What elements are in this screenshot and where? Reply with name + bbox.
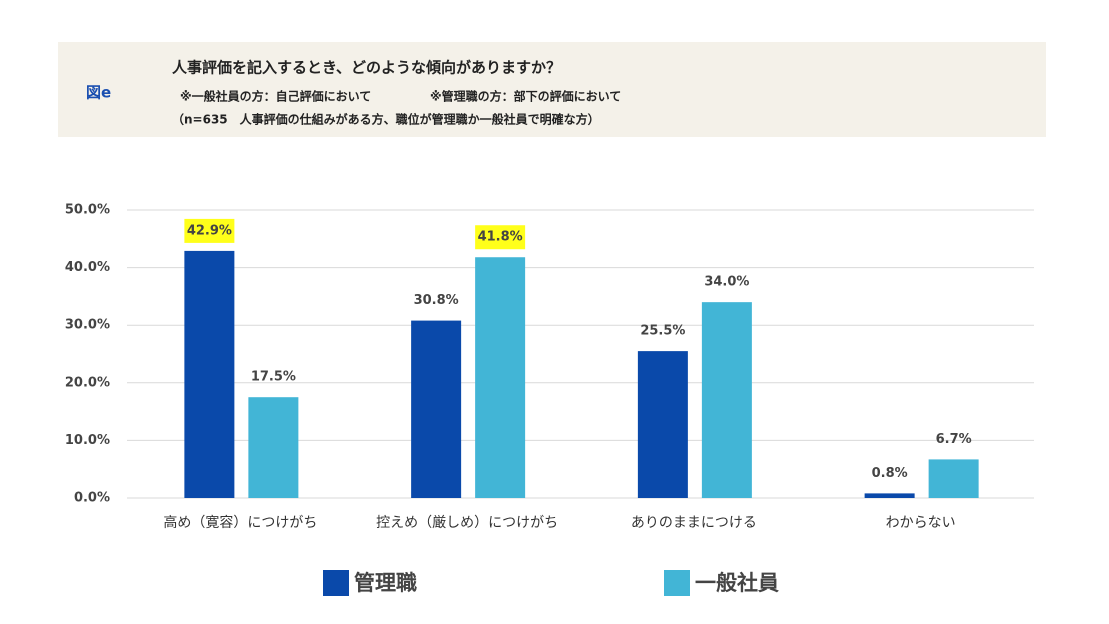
label-highlight xyxy=(184,218,235,243)
y-tick-label: 10.0% xyxy=(65,433,110,448)
legend-swatch xyxy=(323,570,349,596)
legend-label: 一般社員 xyxy=(695,571,779,595)
note: ※一般社員の方：自己評価において xyxy=(180,89,371,104)
bar xyxy=(864,493,915,498)
y-tick-label: 30.0% xyxy=(65,318,110,333)
bar xyxy=(637,351,688,498)
x-tick-label: ありのままにつける xyxy=(631,515,757,531)
value-label: 0.8% xyxy=(872,466,908,481)
x-tick-label: わからない xyxy=(886,515,956,531)
y-tick-label: 20.0% xyxy=(65,375,110,390)
chart-title: 人事評価を記入するとき、どのような傾向がありますか？ xyxy=(172,59,561,77)
note: ※管理職の方：部下の評価において xyxy=(430,89,621,104)
value-label: 34.0% xyxy=(704,275,749,290)
bar xyxy=(184,250,235,498)
sample-note: （n=635 人事評価の仕組みがある方、職位が管理職か一般社員で明確な方） xyxy=(172,112,600,127)
value-label: 6.7% xyxy=(936,432,972,447)
value-label: 41.8% xyxy=(478,230,523,245)
x-tick-label: 高め（寛容）につけがち xyxy=(163,514,317,531)
legend-swatch xyxy=(664,570,690,596)
value-label: 17.5% xyxy=(251,370,296,385)
y-tick-label: 50.0% xyxy=(65,203,110,218)
value-label: 30.8% xyxy=(414,293,459,308)
x-tick-label: 控えめ（厳しめ）につけがち xyxy=(376,515,558,531)
value-label: 25.5% xyxy=(640,324,685,339)
y-tick-label: 0.0% xyxy=(74,491,110,506)
bar xyxy=(701,302,752,498)
value-label: 42.9% xyxy=(187,223,232,238)
legend-label: 管理職 xyxy=(354,571,417,595)
bar xyxy=(475,257,526,498)
y-tick-label: 40.0% xyxy=(65,260,110,275)
bar xyxy=(248,397,299,498)
header-box xyxy=(58,42,1046,137)
figure-label: 図e xyxy=(86,84,111,102)
label-highlight xyxy=(475,225,526,250)
bar xyxy=(411,320,462,498)
bar xyxy=(928,459,979,498)
